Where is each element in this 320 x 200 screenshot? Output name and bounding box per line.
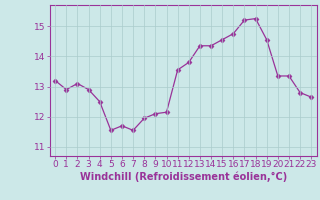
X-axis label: Windchill (Refroidissement éolien,°C): Windchill (Refroidissement éolien,°C) [80,172,287,182]
